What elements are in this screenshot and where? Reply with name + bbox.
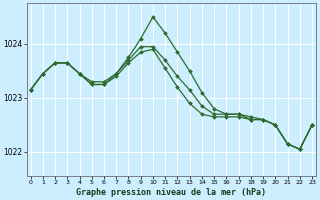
X-axis label: Graphe pression niveau de la mer (hPa): Graphe pression niveau de la mer (hPa) xyxy=(76,188,266,197)
